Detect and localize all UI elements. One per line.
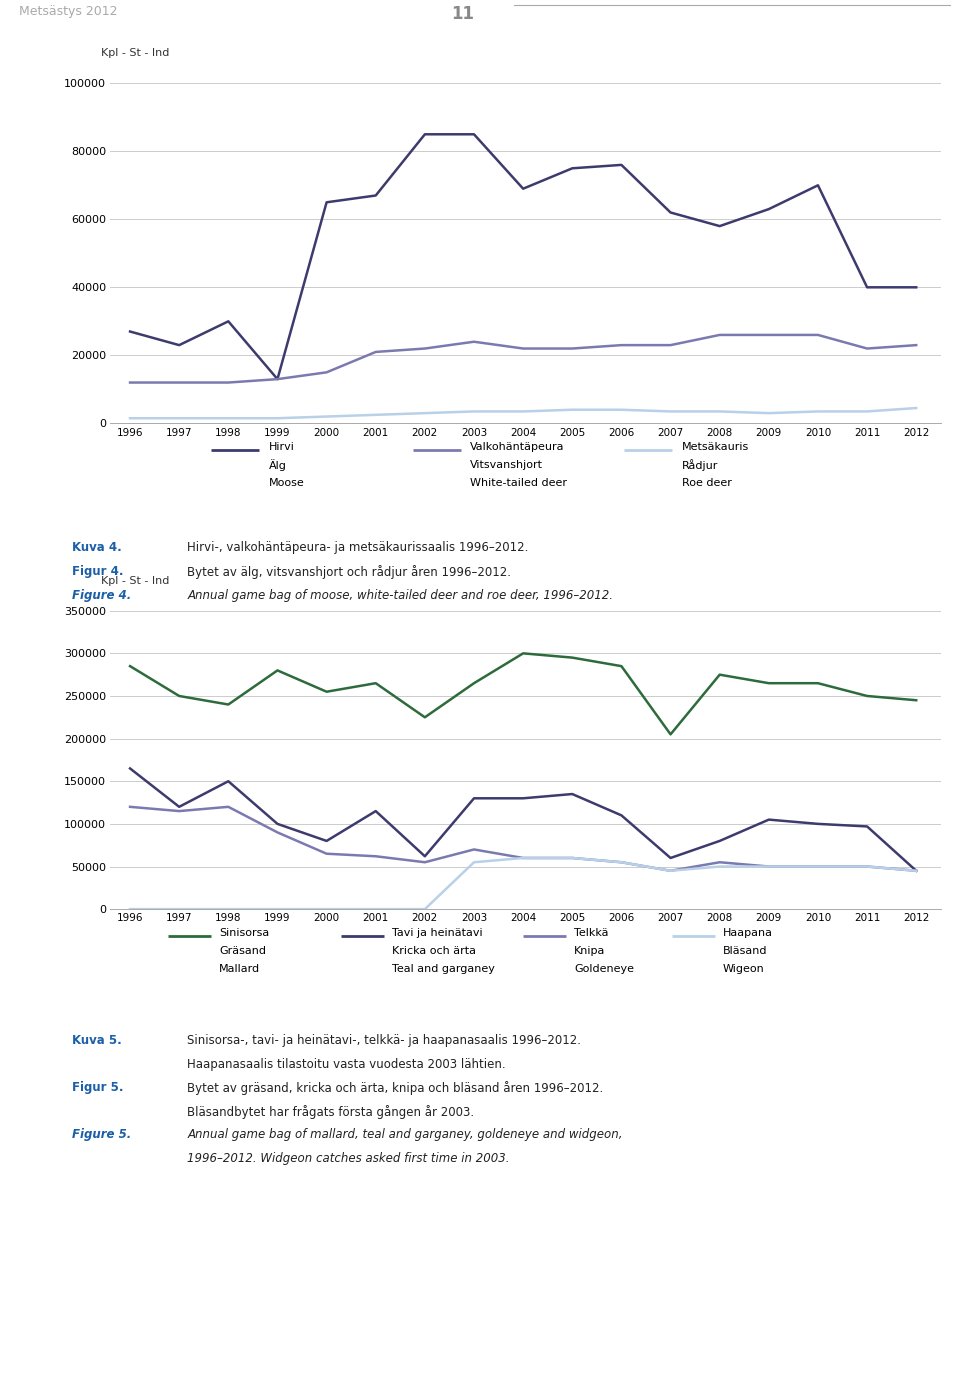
Text: Älg: Älg <box>269 459 287 471</box>
Text: Metsäkauris: Metsäkauris <box>682 441 749 452</box>
Text: 1996–2012. Widgeon catches asked first time in 2003.: 1996–2012. Widgeon catches asked first t… <box>187 1152 510 1165</box>
Text: Valkohäntäpeura: Valkohäntäpeura <box>470 441 564 452</box>
Text: Kuva 5.: Kuva 5. <box>72 1034 122 1047</box>
Text: Bläsand: Bläsand <box>723 945 767 956</box>
Text: Bytet av älg, vitsvanshjort och rådjur åren 1996–2012.: Bytet av älg, vitsvanshjort och rådjur å… <box>187 565 512 579</box>
Text: Annual game bag of moose, white-tailed deer and roe deer, 1996–2012.: Annual game bag of moose, white-tailed d… <box>187 589 613 601</box>
Text: Knipa: Knipa <box>574 945 606 956</box>
Text: Goldeneye: Goldeneye <box>574 963 635 974</box>
Text: Gräsand: Gräsand <box>219 945 266 956</box>
Text: Haapanasaalis tilastoitu vasta vuodesta 2003 lähtien.: Haapanasaalis tilastoitu vasta vuodesta … <box>187 1058 506 1070</box>
Text: Kuva 4.: Kuva 4. <box>72 541 122 554</box>
Text: Kpl - St - Ind: Kpl - St - Ind <box>101 576 169 586</box>
Text: Rådjur: Rådjur <box>682 459 718 471</box>
Text: Hirvi-, valkohäntäpeura- ja metsäkaurissaalis 1996–2012.: Hirvi-, valkohäntäpeura- ja metsäkauriss… <box>187 541 529 554</box>
Text: Telkkä: Telkkä <box>574 927 609 938</box>
Text: Vitsvanshjort: Vitsvanshjort <box>470 459 543 471</box>
Text: Kpl - St - Ind: Kpl - St - Ind <box>101 49 169 58</box>
Text: Figur 5.: Figur 5. <box>72 1081 124 1094</box>
Text: Roe deer: Roe deer <box>682 477 732 489</box>
Text: Sinisorsa: Sinisorsa <box>219 927 269 938</box>
Text: Tavi ja heinätavi: Tavi ja heinätavi <box>392 927 482 938</box>
Text: Bytet av gräsand, kricka och ärta, knipa och bläsand åren 1996–2012.: Bytet av gräsand, kricka och ärta, knipa… <box>187 1081 604 1095</box>
Text: Teal and garganey: Teal and garganey <box>392 963 494 974</box>
Text: Annual game bag of mallard, teal and garganey, goldeneye and widgeon,: Annual game bag of mallard, teal and gar… <box>187 1128 623 1141</box>
Text: Figure 5.: Figure 5. <box>72 1128 132 1141</box>
Text: Haapana: Haapana <box>723 927 773 938</box>
Text: Figur 4.: Figur 4. <box>72 565 124 577</box>
Text: Figure 4.: Figure 4. <box>72 589 132 601</box>
Text: Sinisorsa-, tavi- ja heinätavi-, telkkä- ja haapanasaalis 1996–2012.: Sinisorsa-, tavi- ja heinätavi-, telkkä-… <box>187 1034 581 1047</box>
Text: White-tailed deer: White-tailed deer <box>470 477 567 489</box>
Text: Bläsandbytet har frågats första gången år 2003.: Bläsandbytet har frågats första gången å… <box>187 1105 474 1119</box>
Text: Kricka och ärta: Kricka och ärta <box>392 945 475 956</box>
Text: Hirvi: Hirvi <box>269 441 295 452</box>
Text: Mallard: Mallard <box>219 963 260 974</box>
Text: Moose: Moose <box>269 477 304 489</box>
Text: 11: 11 <box>451 6 474 22</box>
Text: Wigeon: Wigeon <box>723 963 764 974</box>
Text: Metsästys 2012: Metsästys 2012 <box>19 6 118 18</box>
